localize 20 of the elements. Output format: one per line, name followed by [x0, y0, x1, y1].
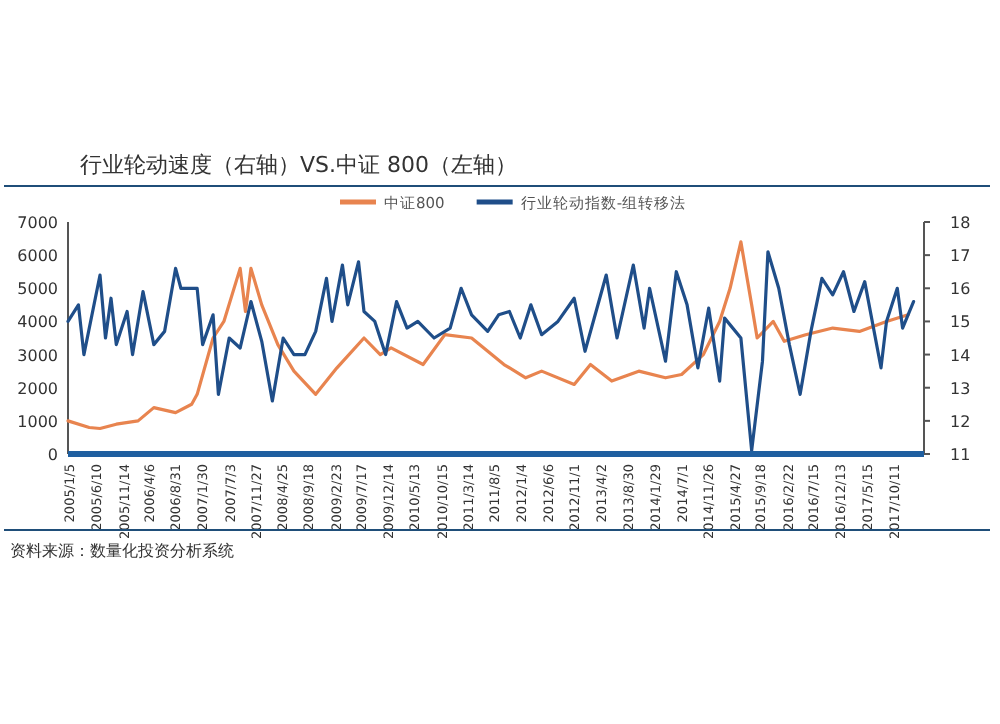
text: 资料来源：数量化投资分析系统	[10, 542, 234, 560]
y2-tick-label: 13	[950, 379, 971, 398]
y-tick-label: 0	[47, 446, 58, 464]
y2-tick-label: 11	[950, 446, 971, 464]
y-tick-label: 5000	[17, 280, 58, 299]
y-tick-label: 7000	[17, 214, 58, 232]
y-tick-label: 6000	[17, 247, 58, 266]
y-tick-label: 1000	[17, 412, 58, 431]
y2-tick-label: 14	[950, 346, 971, 365]
line-series	[66, 250, 916, 453]
line-series	[66, 240, 910, 431]
y2-tick-label: 15	[950, 313, 971, 332]
y2-tick-label: 12	[950, 412, 971, 431]
y2-tick-label: 18	[950, 214, 971, 232]
y-tick-label: 3000	[17, 346, 58, 365]
y-tick-label: 2000	[17, 379, 58, 398]
chart-title: 行业轮动速度（右轴）VS.中证 800（左轴）	[80, 152, 517, 178]
y-tick-label: 4000	[17, 313, 58, 332]
y2-tick-label: 16	[950, 280, 971, 299]
y2-tick-label: 17	[950, 247, 971, 266]
